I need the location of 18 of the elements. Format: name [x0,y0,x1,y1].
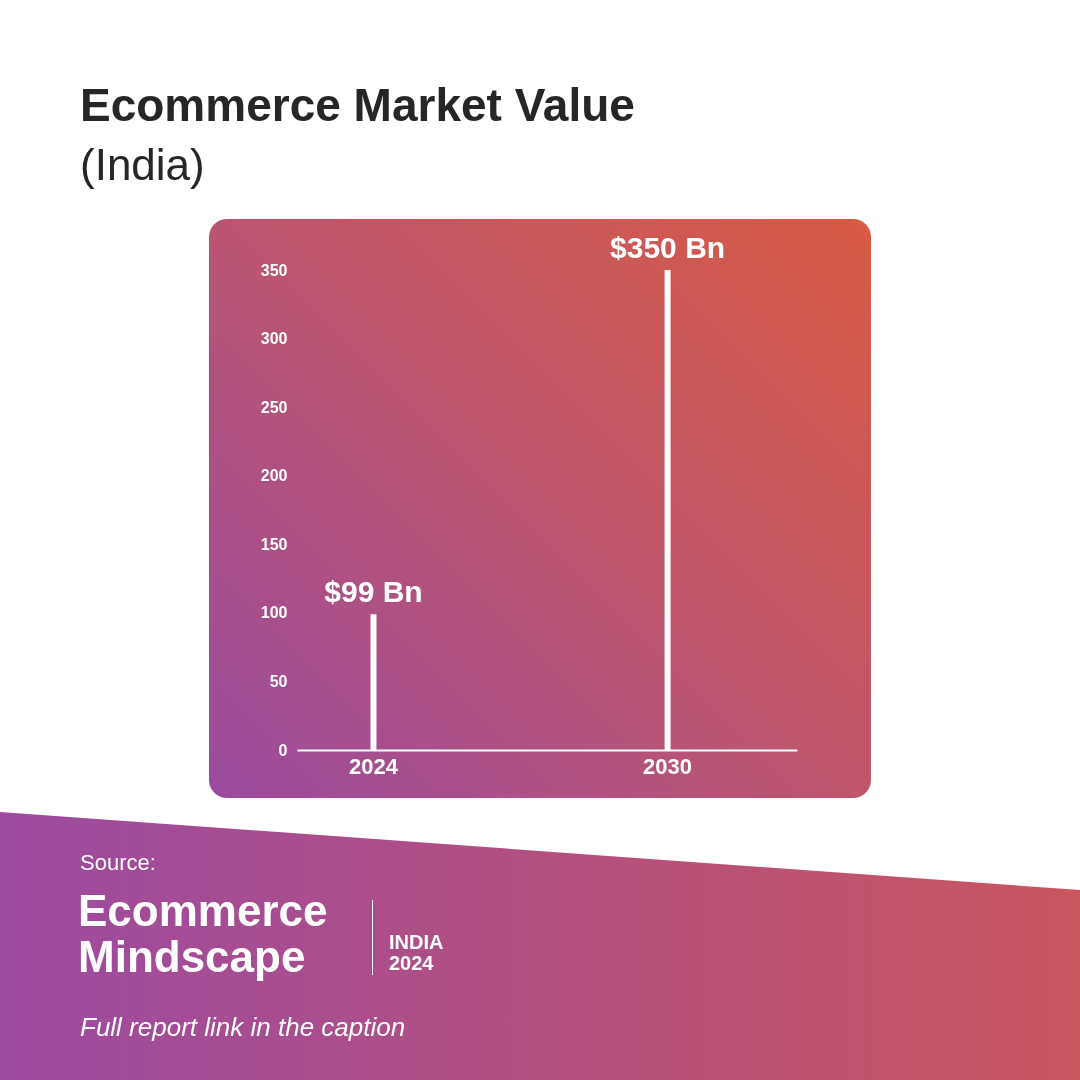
y-tick-label: 350 [260,261,288,279]
y-tick-label: 50 [269,672,288,690]
text: Ecommerce Mindscape [78,886,329,981]
y-tick-label: 100 [260,604,288,622]
y-tick-label: 300 [260,330,288,348]
data-label: $350 Bn [610,231,726,264]
source-note: Source: [80,850,156,876]
y-tick-label: 250 [260,398,288,416]
text: Full report link in the caption [80,1012,406,1043]
y-tick-label: 200 [260,467,288,485]
data-label: $99 Bn [324,575,423,609]
y-tick-label: 150 [260,535,288,553]
text: INDIA 2024 [372,900,452,975]
chart-title: Ecommerce Market Value [80,78,635,132]
x-tick-label: 2024 [348,753,399,779]
y-tick-label: 0 [278,741,288,759]
chart-subtitle: (India) [80,140,205,190]
x-tick-label: 2030 [643,753,693,779]
